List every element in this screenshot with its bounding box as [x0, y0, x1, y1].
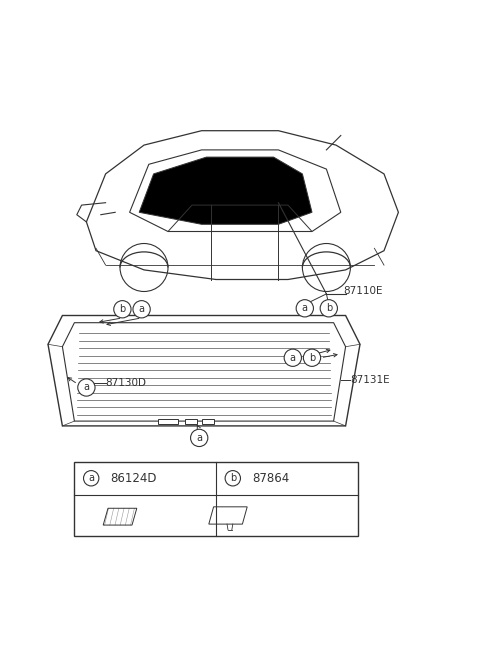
Text: a: a: [196, 433, 202, 443]
Text: a: a: [139, 305, 144, 314]
Circle shape: [84, 470, 99, 486]
Circle shape: [303, 349, 321, 366]
Circle shape: [320, 299, 337, 317]
Polygon shape: [139, 157, 312, 224]
Text: b: b: [309, 353, 315, 363]
Text: b: b: [229, 474, 236, 483]
Text: a: a: [88, 474, 94, 483]
Text: 86124D: 86124D: [110, 472, 157, 485]
Text: a: a: [290, 353, 296, 363]
Text: 87864: 87864: [252, 472, 289, 485]
Text: 87130D: 87130D: [106, 378, 146, 388]
Circle shape: [191, 429, 208, 447]
Circle shape: [296, 299, 313, 317]
Circle shape: [284, 349, 301, 366]
Circle shape: [114, 301, 131, 318]
FancyBboxPatch shape: [74, 462, 358, 536]
Text: b: b: [119, 305, 126, 314]
Circle shape: [133, 301, 150, 318]
Text: a: a: [302, 303, 308, 313]
Text: b: b: [325, 303, 332, 313]
FancyBboxPatch shape: [185, 419, 197, 424]
Circle shape: [78, 379, 95, 396]
Text: 87131E: 87131E: [350, 375, 390, 385]
Text: 87110E: 87110E: [343, 286, 383, 297]
FancyBboxPatch shape: [202, 419, 214, 424]
FancyBboxPatch shape: [158, 419, 178, 424]
Circle shape: [225, 470, 240, 486]
Text: a: a: [84, 383, 89, 392]
